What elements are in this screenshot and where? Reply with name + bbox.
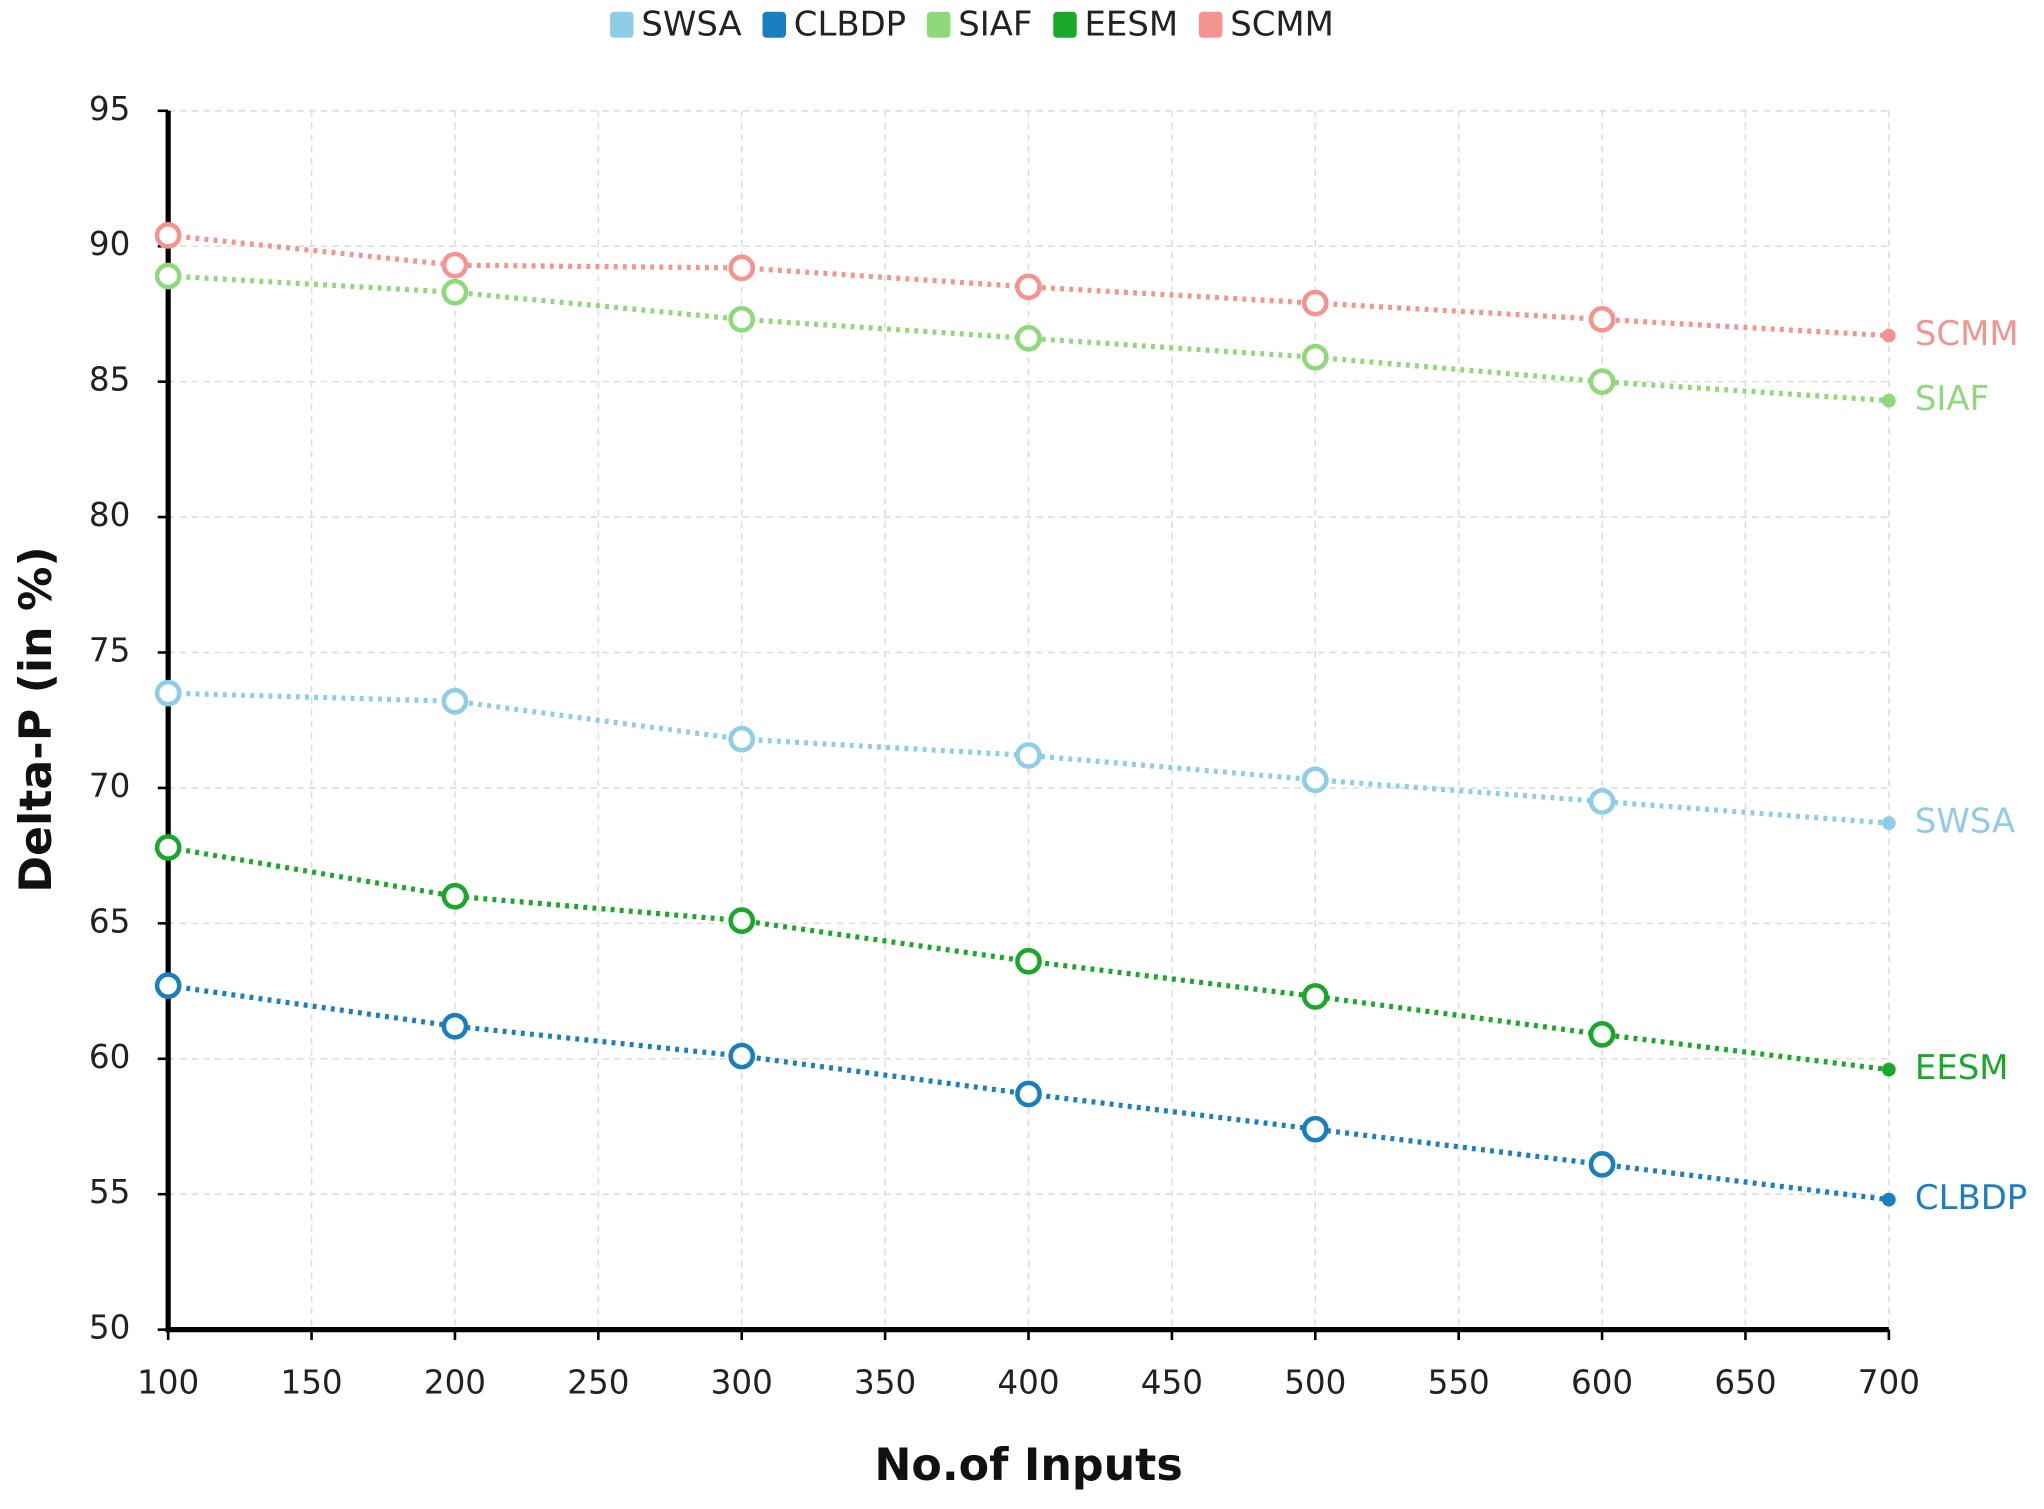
series-end-label: EESM [1915,1048,2009,1087]
series-end-label: CLBDP [1915,1178,2027,1217]
data-point [441,882,469,910]
legend-label: EESM [1085,5,1179,44]
data-point [1882,393,1896,408]
data-point [1588,1151,1616,1178]
x-tick-label: 250 [567,1363,629,1401]
legend-label: SIAF [958,5,1032,44]
data-point [1301,1115,1329,1143]
data-point [1301,983,1329,1010]
data-point [1015,1080,1042,1108]
y-tick-label: 90 [89,225,130,263]
data-point [1882,328,1896,343]
y-tick-label: 70 [89,767,130,805]
data-point [1588,305,1616,333]
data-point [1301,766,1329,794]
data-point [1015,742,1042,769]
data-point [728,1042,756,1070]
x-tick-label: 500 [1284,1363,1346,1401]
x-tick-label: 450 [1141,1363,1203,1401]
data-point [1588,368,1616,396]
legend-swatch [610,11,634,38]
data-point [728,725,756,753]
x-tick-label: 150 [280,1363,342,1401]
data-point [441,278,469,306]
data-point [1015,324,1042,352]
data-point [728,305,756,333]
data-point [1882,1192,1896,1207]
x-tick-label: 350 [854,1363,916,1401]
legend-swatch [762,11,786,38]
x-tick-label: 600 [1571,1363,1633,1401]
y-tick-label: 95 [89,90,130,128]
x-tick-label: 700 [1858,1363,1920,1401]
data-point [154,972,182,1000]
data-point [441,251,469,279]
x-tick-label: 200 [424,1363,486,1401]
y-tick-label: 80 [89,496,130,534]
data-point [728,907,756,935]
data-point [154,679,182,707]
legend-label: SCMM [1230,5,1334,44]
data-point [728,254,756,282]
legend-label: SWSA [641,5,741,44]
data-point [1588,1021,1616,1048]
data-point [154,834,182,861]
data-point [441,1012,469,1040]
data-point [1882,816,1896,830]
x-tick-label: 300 [711,1363,773,1401]
data-point [1588,788,1616,815]
y-tick-label: 85 [89,361,130,399]
legend-swatch [1198,11,1223,38]
legend-swatch [926,11,951,38]
y-axis-title: Delta-P (in %) [11,546,62,892]
data-point [441,687,469,715]
y-tick-label: 50 [89,1309,130,1347]
x-tick-label: 100 [137,1363,199,1401]
x-tick-label: 400 [997,1363,1059,1401]
series-end-label: SIAF [1915,379,1989,418]
data-point [154,262,182,290]
y-tick-label: 65 [89,902,130,940]
legend-label: CLBDP [794,5,906,44]
series-end-label: SWSA [1915,802,2015,841]
data-point [1882,1062,1896,1077]
y-tick-label: 55 [89,1173,130,1211]
data-point [1301,343,1329,371]
x-tick-label: 550 [1428,1363,1490,1401]
data-point [1015,273,1042,301]
data-point [154,222,182,249]
y-tick-label: 60 [89,1038,130,1076]
x-tick-label: 650 [1714,1363,1776,1401]
y-tick-label: 75 [89,632,130,670]
legend-swatch [1053,11,1077,38]
x-axis-title: No.of Inputs [874,1440,1182,1491]
data-point [1301,289,1329,317]
data-point [1015,947,1042,975]
series-end-label: SCMM [1915,314,2019,353]
